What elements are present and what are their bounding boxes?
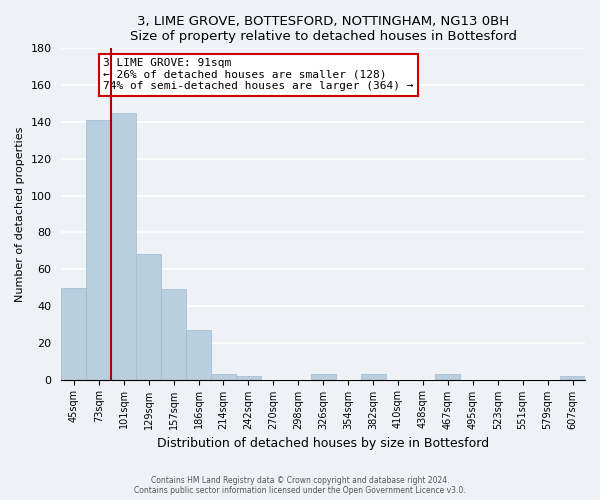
Bar [236, 376, 261, 380]
Y-axis label: Number of detached properties: Number of detached properties [15, 126, 25, 302]
Bar [361, 374, 386, 380]
Bar [86, 120, 111, 380]
Bar [111, 112, 136, 380]
Bar [560, 376, 585, 380]
Bar [186, 330, 211, 380]
Bar [161, 290, 186, 380]
Bar [211, 374, 236, 380]
Text: 3 LIME GROVE: 91sqm
← 26% of detached houses are smaller (128)
74% of semi-detac: 3 LIME GROVE: 91sqm ← 26% of detached ho… [103, 58, 414, 92]
Bar [61, 288, 86, 380]
X-axis label: Distribution of detached houses by size in Bottesford: Distribution of detached houses by size … [157, 437, 489, 450]
Bar [311, 374, 335, 380]
Bar [136, 254, 161, 380]
Text: Contains HM Land Registry data © Crown copyright and database right 2024.
Contai: Contains HM Land Registry data © Crown c… [134, 476, 466, 495]
Title: 3, LIME GROVE, BOTTESFORD, NOTTINGHAM, NG13 0BH
Size of property relative to det: 3, LIME GROVE, BOTTESFORD, NOTTINGHAM, N… [130, 15, 517, 43]
Bar [436, 374, 460, 380]
